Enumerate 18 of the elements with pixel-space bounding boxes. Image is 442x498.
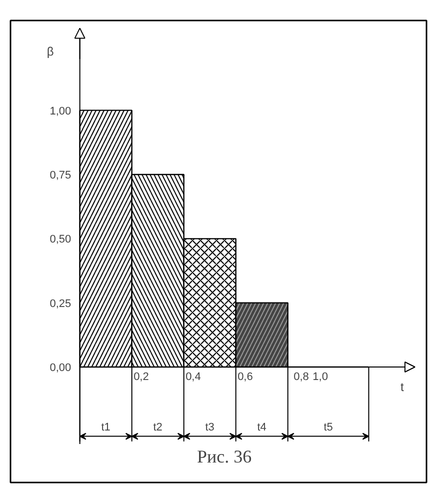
- x-tick-label: t3: [205, 422, 214, 434]
- annotation: 0,4: [186, 371, 201, 384]
- x-tick-label: t4: [257, 422, 266, 434]
- x-tick-label: t1: [101, 422, 110, 434]
- y-axis-title: β: [46, 44, 54, 58]
- x-tick-label: t2: [153, 422, 162, 434]
- annotation: 0,8: [294, 371, 309, 384]
- x-tick-label: t5: [324, 422, 333, 434]
- y-tick-label: 0,50: [50, 234, 72, 246]
- annotation: 0,2: [134, 371, 149, 384]
- y-tick-label: 0,25: [50, 298, 72, 310]
- y-tick-label: 1,00: [50, 105, 72, 118]
- x-axis-title: t: [400, 380, 404, 394]
- annotation: 1,0: [312, 371, 328, 384]
- y-tick-label: 0,75: [50, 170, 72, 182]
- text: Рис. 36: [196, 446, 252, 467]
- annotation: 0,6: [238, 371, 253, 384]
- y-tick-label: 0,00: [50, 362, 72, 374]
